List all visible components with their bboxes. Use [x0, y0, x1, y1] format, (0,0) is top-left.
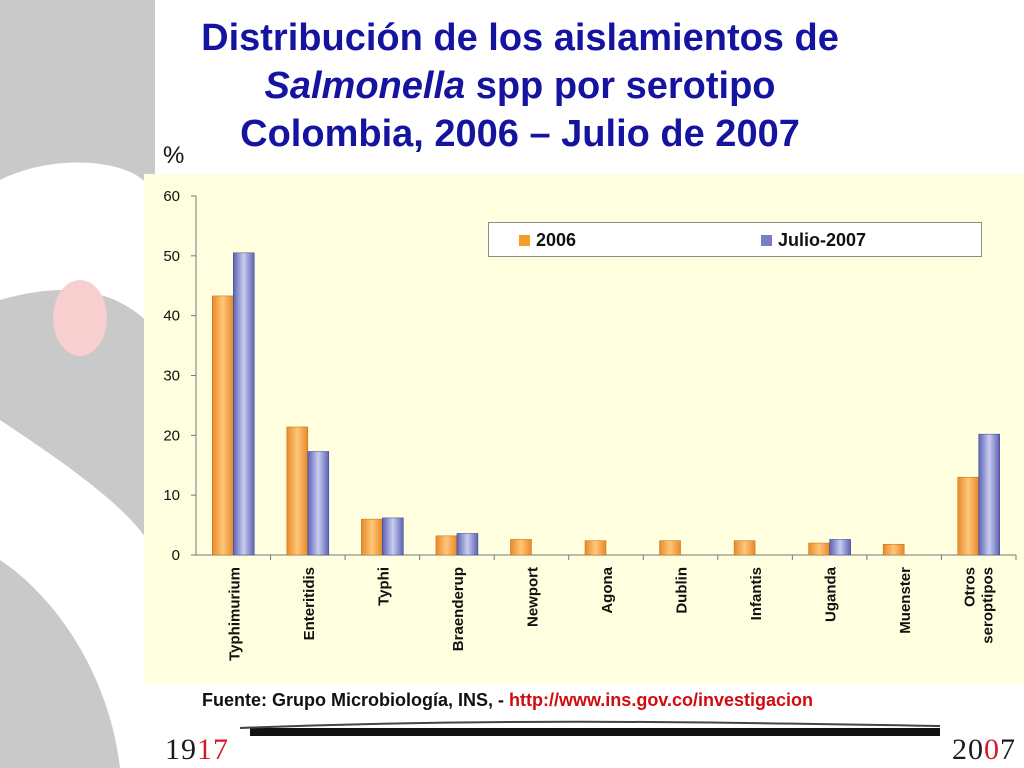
bar-Julio-2007-typhi: [382, 517, 404, 556]
legend-item-2006: 2006: [519, 230, 576, 251]
bar-2006-dublin: [659, 540, 681, 556]
year-right: 2007: [952, 733, 1016, 766]
bar-2006-uganda: [808, 542, 830, 556]
y-tick-label: 20: [163, 427, 180, 444]
x-tick-label: Typhi: [375, 567, 392, 606]
source-prefix: Fuente: Grupo Microbiología, INS, -: [202, 690, 509, 710]
x-tick-label-line: Braenderup: [450, 567, 467, 651]
y-tick-label: 50: [163, 248, 180, 265]
x-tick-label-line: Infantis: [748, 567, 765, 620]
bar-2006-typhimurium: [212, 295, 234, 556]
bar-2006-otros-seroptipos: [957, 476, 979, 556]
bar-Julio-2007-braenderup: [456, 533, 479, 556]
bar-2006-muenster: [882, 543, 905, 556]
x-tick-label-line: Agona: [599, 566, 616, 613]
x-tick-label: Dublin: [674, 567, 691, 614]
bar-2006-typhi: [361, 518, 383, 556]
bar-2006-braenderup: [435, 535, 458, 556]
y-tick-label: 0: [172, 547, 180, 564]
legend-item-julio-2007: Julio-2007: [761, 230, 866, 251]
y-tick-label: 30: [163, 368, 180, 385]
legend-swatch-julio-2007: [761, 235, 772, 246]
x-tick-label: Uganda: [823, 566, 840, 622]
x-tick-label-line: Otros: [962, 567, 979, 607]
y-tick-label: 40: [163, 308, 180, 325]
bar-2006-enteritidis: [286, 426, 309, 556]
x-tick-label: Infantis: [748, 567, 765, 620]
x-tick-label-line: Newport: [524, 567, 541, 627]
bar-2006-agona: [584, 540, 607, 556]
chart-title: Distribución de los aislamientos de Salm…: [150, 14, 890, 158]
legend-label-2006: 2006: [536, 230, 577, 250]
bar-chart: 0 10 20 30 40 50 60 Typhimurium Enteritidis Typhi…: [163, 188, 1017, 661]
bar-Julio-2007-uganda: [829, 539, 851, 556]
x-tick-label: Muenster: [897, 567, 914, 634]
x-tick-label: Typhimurium: [226, 567, 243, 661]
x-tick-label-line: Uganda: [823, 566, 840, 622]
legend-label-julio-2007: Julio-2007: [778, 230, 867, 250]
title-line-1: Distribución de los aislamientos de: [201, 17, 839, 59]
x-tick-label: Otrosseroptipos: [962, 567, 997, 644]
y-axis-unit: %: [163, 142, 185, 169]
title-line-2: Salmonella spp por serotipo: [150, 62, 890, 110]
bar-Julio-2007-otros-seroptipos: [978, 433, 1000, 556]
x-tick-label: Braenderup: [450, 567, 467, 651]
x-tick-label-line: Typhimurium: [226, 567, 243, 661]
x-tick-label-line: Muenster: [897, 567, 914, 634]
x-tick-label: Enteritidis: [301, 567, 318, 640]
x-tick-label-line: Dublin: [674, 567, 691, 614]
bar-2006-infantis: [733, 540, 756, 556]
title-line-2-rest: spp por serotipo: [465, 65, 776, 107]
source-note: Fuente: Grupo Microbiología, INS, - http…: [202, 690, 813, 711]
x-tick-label: Agona: [599, 566, 616, 613]
title-line-3: Colombia, 2006 – Julio de 2007: [240, 113, 800, 155]
bar-2006-newport: [510, 539, 532, 556]
bar-Julio-2007-enteritidis: [307, 451, 330, 556]
year-left: 1917: [165, 733, 229, 766]
legend: 2006 Julio-2007: [488, 222, 982, 257]
x-tick-label-line: Enteritidis: [301, 567, 318, 640]
source-link[interactable]: http://www.ins.gov.co/investigacion: [509, 690, 814, 710]
x-tick-label: Newport: [524, 567, 541, 627]
y-tick-label: 60: [163, 188, 180, 205]
x-tick-label-line: seroptipos: [980, 567, 997, 644]
y-tick-label: 10: [163, 487, 180, 504]
title-italic-genus: Salmonella: [264, 65, 466, 107]
bar-Julio-2007-typhimurium: [233, 252, 255, 556]
x-tick-label-line: Typhi: [375, 567, 392, 606]
plot-area: 0 10 20 30 40 50 60 Typhimurium Enteritidis Typhi…: [144, 174, 1024, 684]
legend-swatch-2006: [519, 235, 530, 246]
